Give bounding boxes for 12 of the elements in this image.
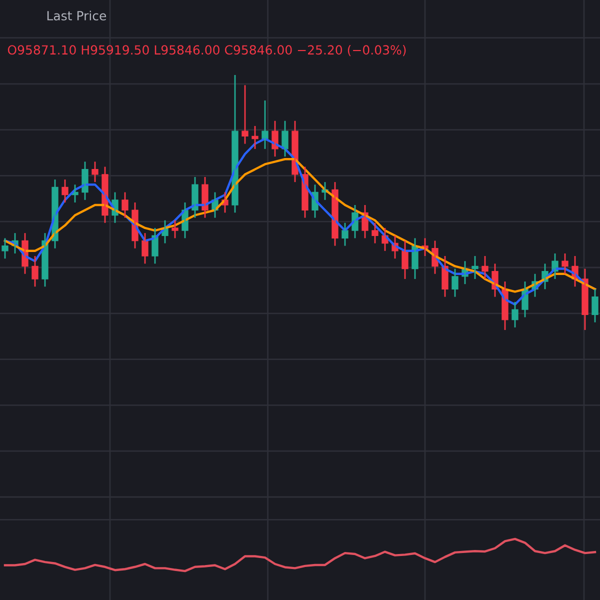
candlestick xyxy=(172,220,178,239)
candlestick xyxy=(512,301,518,328)
candlestick xyxy=(2,237,8,260)
candlestick xyxy=(122,192,128,218)
text: Last Price xyxy=(47,10,106,20)
candlestick xyxy=(592,288,598,324)
text: O95871.10 H95919.50 L95846.00 C95846.00 −25.20 (−0.03%) xyxy=(8,44,406,56)
candlestick xyxy=(242,84,248,145)
candlestick xyxy=(92,160,98,183)
candlestick xyxy=(32,255,38,288)
candlestick xyxy=(452,268,458,298)
candlestick xyxy=(372,222,378,244)
